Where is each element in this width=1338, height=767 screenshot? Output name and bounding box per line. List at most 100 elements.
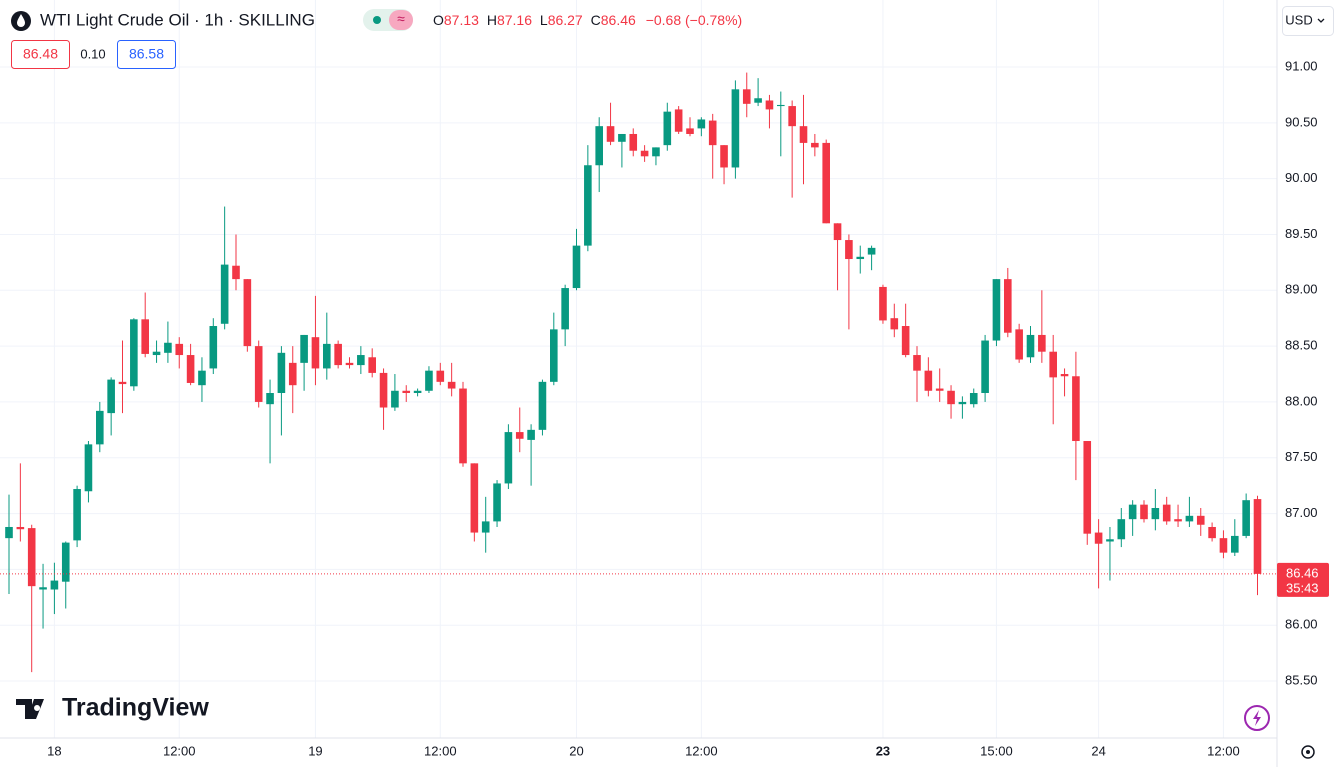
last-price-tag bbox=[1277, 562, 1329, 597]
candle-body bbox=[1196, 515, 1205, 525]
candle-body bbox=[742, 89, 751, 104]
candle-body bbox=[1038, 334, 1046, 352]
candle-body bbox=[391, 390, 399, 408]
candle-body bbox=[1208, 526, 1216, 539]
candle-body bbox=[27, 528, 36, 587]
candle-body bbox=[958, 401, 967, 405]
y-tick-label: 87.00 bbox=[1285, 505, 1318, 520]
candle-body bbox=[947, 390, 955, 405]
x-tick-label: 20 bbox=[569, 743, 583, 758]
y-tick-label: 91.00 bbox=[1285, 58, 1318, 73]
candle-body bbox=[969, 393, 978, 405]
spread: 0.10 bbox=[80, 46, 105, 61]
candle-body bbox=[845, 240, 853, 260]
currency-button[interactable] bbox=[1282, 6, 1334, 36]
candle-body bbox=[459, 388, 467, 464]
lightning-button[interactable] bbox=[1244, 705, 1270, 731]
candle-body bbox=[1151, 508, 1160, 520]
candle-body bbox=[913, 355, 921, 371]
candle-body bbox=[1094, 532, 1103, 544]
ask-box[interactable] bbox=[117, 40, 176, 69]
candle-body bbox=[618, 133, 626, 142]
candle-body bbox=[254, 346, 263, 402]
candle-body bbox=[118, 381, 127, 385]
candle-body bbox=[799, 126, 808, 143]
x-tick-label: 19 bbox=[308, 743, 322, 758]
candle-body bbox=[629, 133, 638, 151]
candle-body bbox=[811, 142, 819, 148]
candle-body bbox=[788, 106, 796, 127]
candle-body bbox=[1083, 441, 1092, 534]
candle-body bbox=[1060, 374, 1069, 377]
candle-body bbox=[379, 372, 388, 408]
y-tick-label: 89.00 bbox=[1285, 282, 1318, 297]
candle-body bbox=[674, 109, 683, 132]
candle-body bbox=[561, 288, 569, 330]
candle-body bbox=[1253, 499, 1262, 574]
candle-body bbox=[232, 265, 240, 280]
candle-body bbox=[765, 100, 774, 110]
candle-body bbox=[584, 165, 592, 246]
candle-body bbox=[833, 223, 842, 241]
candle-body bbox=[73, 489, 81, 541]
bid-price[interactable]: 86.48 bbox=[23, 46, 58, 62]
candle-body bbox=[152, 351, 161, 356]
candle-body bbox=[652, 147, 660, 157]
low-value: 86.27 bbox=[548, 12, 583, 28]
candle-body bbox=[61, 542, 70, 582]
brand-name: TradingView bbox=[62, 694, 209, 722]
candle-body bbox=[288, 362, 297, 386]
tv-logo bbox=[16, 699, 44, 719]
candle-body bbox=[686, 128, 694, 134]
y-tick-label: 90.50 bbox=[1285, 114, 1318, 129]
candle-body bbox=[992, 279, 1001, 341]
ask-price[interactable]: 86.58 bbox=[129, 46, 164, 62]
currency-label[interactable]: USD bbox=[1285, 12, 1312, 27]
y-tick-label: 88.50 bbox=[1285, 338, 1318, 353]
candle-body bbox=[1117, 519, 1126, 540]
market-open-dot bbox=[373, 16, 381, 24]
candle-body bbox=[266, 393, 274, 405]
candle-body bbox=[1072, 376, 1080, 442]
x-tick-label: 12:00 bbox=[424, 743, 457, 758]
candle-body bbox=[300, 334, 308, 363]
candle-body bbox=[935, 388, 944, 391]
settings-button[interactable] bbox=[1301, 745, 1315, 759]
candle-body bbox=[220, 264, 229, 324]
x-tick-label: 12:00 bbox=[685, 743, 718, 758]
candle-body bbox=[879, 286, 887, 321]
candle-body bbox=[96, 410, 104, 445]
currency-chevron bbox=[1317, 18, 1325, 23]
candle-body bbox=[164, 342, 172, 353]
candle-body bbox=[130, 319, 138, 387]
x-tick-label: 18 bbox=[47, 743, 61, 758]
candle-body bbox=[1026, 334, 1035, 358]
candle-body bbox=[1174, 519, 1182, 522]
candle-body bbox=[527, 429, 535, 440]
candle-body bbox=[107, 379, 115, 414]
candle-body bbox=[515, 432, 524, 439]
delay-icon: ≈ bbox=[397, 11, 405, 27]
candle-body bbox=[357, 355, 365, 366]
y-tick-label: 87.50 bbox=[1285, 449, 1318, 464]
candle-body bbox=[198, 370, 206, 386]
symbol-title[interactable]: WTI Light Crude Oil · 1h · SKILLING bbox=[40, 10, 315, 29]
candle-body bbox=[1162, 504, 1171, 522]
x-tick-label: 12:00 bbox=[163, 743, 196, 758]
x-tick-label: 12:00 bbox=[1207, 743, 1240, 758]
y-tick-label: 88.00 bbox=[1285, 393, 1318, 408]
candle-body bbox=[323, 343, 331, 369]
last-price-label: 86.46 bbox=[1286, 565, 1319, 580]
candle-body bbox=[1140, 504, 1148, 520]
candle-body bbox=[334, 343, 342, 366]
candle-body bbox=[720, 145, 728, 168]
candle-body bbox=[867, 247, 876, 255]
bid-box[interactable] bbox=[11, 40, 70, 69]
candle-body bbox=[663, 111, 672, 146]
candle-body bbox=[1219, 538, 1228, 553]
candle-body bbox=[1242, 500, 1250, 536]
candle-body bbox=[901, 326, 910, 356]
candle-body bbox=[708, 120, 717, 146]
candle-body bbox=[50, 580, 59, 590]
candle-body bbox=[436, 370, 445, 382]
